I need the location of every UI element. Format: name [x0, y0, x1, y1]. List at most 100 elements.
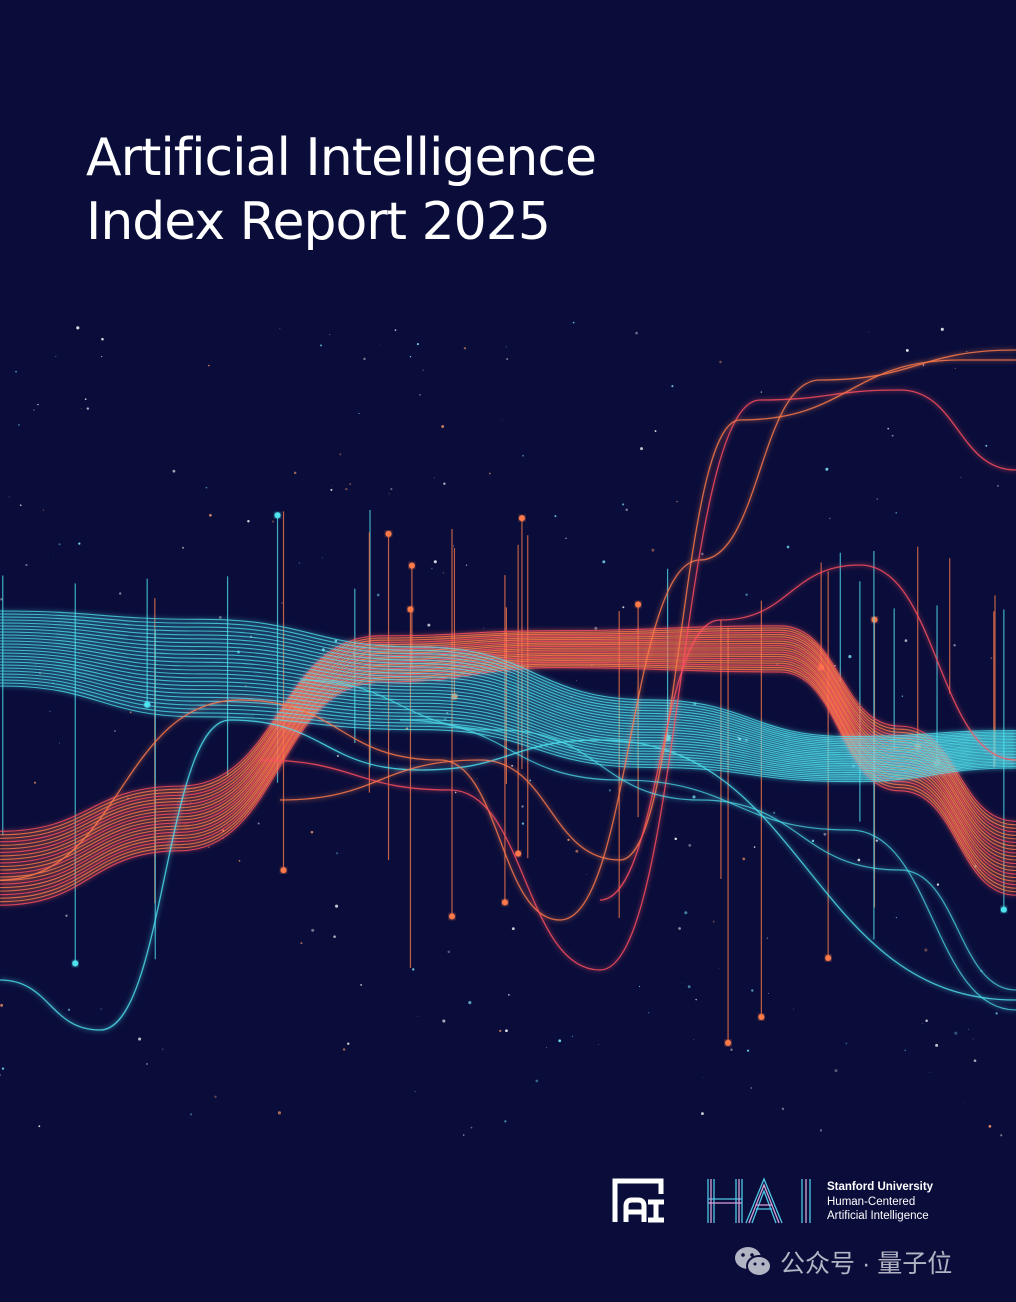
glow-dot [274, 512, 281, 519]
star [501, 419, 503, 421]
star [625, 508, 628, 511]
star [742, 857, 746, 861]
star [182, 546, 185, 549]
star [55, 355, 57, 357]
watermark: 公众号 · 量子位 [734, 1244, 952, 1280]
star [342, 1048, 346, 1051]
star [33, 409, 35, 411]
star [207, 846, 210, 848]
cyan-wave [0, 679, 1016, 779]
star [360, 983, 363, 986]
orange-wave [0, 660, 1016, 892]
star [443, 482, 446, 485]
star [997, 485, 999, 487]
cyan-wave [0, 646, 1016, 759]
star [719, 360, 722, 364]
star [868, 331, 870, 333]
star [58, 543, 61, 546]
star [427, 623, 431, 627]
star [334, 639, 338, 643]
star [688, 844, 692, 847]
star [238, 859, 241, 862]
orange-wave [0, 629, 1016, 839]
star [692, 795, 696, 799]
star [138, 1037, 142, 1041]
star [470, 1126, 473, 1129]
star [505, 346, 507, 348]
star [281, 602, 283, 604]
star [745, 593, 748, 596]
accent-wave [259, 389, 1016, 971]
star [465, 564, 468, 566]
star [768, 993, 769, 994]
star [753, 846, 756, 848]
star [511, 764, 513, 767]
star [65, 914, 68, 917]
star [522, 454, 524, 457]
star [247, 520, 250, 523]
glow-dot [501, 899, 508, 906]
star [640, 447, 644, 451]
star [347, 1042, 350, 1045]
star [499, 1029, 502, 1033]
star [586, 873, 588, 876]
hai-line-1: Stanford University [827, 1181, 934, 1193]
star [891, 434, 894, 437]
glow-dot [825, 954, 832, 961]
star [336, 852, 339, 855]
star [676, 500, 678, 503]
star [701, 552, 704, 556]
star [218, 615, 222, 619]
star [651, 548, 655, 552]
star [823, 832, 827, 836]
cyan-wave [0, 631, 1016, 750]
star [554, 515, 557, 518]
orange-wave [0, 661, 1016, 896]
cyan-wave [0, 643, 1016, 757]
cyan-wave [0, 667, 1016, 772]
glow-dot [518, 515, 525, 522]
star [990, 657, 993, 660]
accent-wave [399, 719, 1016, 1011]
accent-wave [599, 564, 1016, 901]
star [608, 789, 611, 792]
star [693, 1039, 695, 1040]
cyan-wave [0, 661, 1016, 768]
orange-wave [0, 636, 1016, 850]
orange-wave [0, 667, 1016, 906]
star [15, 370, 17, 373]
star [0, 1003, 4, 1007]
star [845, 1042, 848, 1045]
star [412, 968, 415, 971]
star [887, 427, 890, 430]
star [114, 730, 116, 732]
star [776, 663, 778, 665]
star [162, 1048, 164, 1050]
star [100, 1008, 102, 1010]
glow-dot [725, 1039, 732, 1046]
star [638, 985, 641, 988]
star [86, 407, 90, 410]
star [25, 564, 28, 567]
star [453, 545, 455, 547]
cyan-wave [0, 670, 1016, 774]
glow-dot [385, 530, 392, 537]
star [895, 917, 897, 919]
star [101, 356, 103, 358]
star [311, 928, 315, 932]
star [146, 1063, 148, 1065]
orange-wave [0, 627, 1016, 836]
star [363, 357, 366, 361]
star [750, 1087, 752, 1089]
accent-wave [0, 719, 1016, 1031]
star [133, 645, 135, 647]
star [684, 911, 688, 915]
star [521, 822, 525, 825]
star [468, 1001, 472, 1005]
star [901, 695, 904, 697]
hai-line-2: Human-Centered [827, 1195, 916, 1208]
star [511, 927, 515, 931]
star [966, 351, 968, 353]
star [819, 1129, 823, 1132]
